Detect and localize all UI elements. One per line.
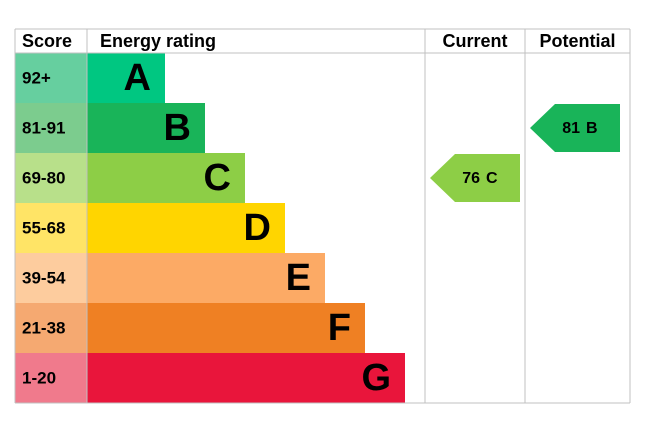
column-header: Potential	[539, 31, 615, 51]
rating-letter: F	[328, 307, 351, 349]
score-label: 1-20	[22, 368, 56, 387]
potential-arrow	[530, 104, 620, 152]
rating-bar	[87, 303, 365, 353]
current-score: 76	[462, 170, 480, 187]
rating-bar	[87, 353, 405, 403]
column-header: Energy rating	[100, 31, 216, 51]
potential-band: B	[586, 120, 598, 137]
score-cell	[15, 303, 87, 353]
current-band: C	[486, 170, 498, 187]
potential-score: 81	[562, 120, 580, 137]
score-label: 81-91	[22, 118, 65, 137]
rating-letter: E	[286, 257, 311, 299]
rating-letter: A	[124, 57, 151, 99]
score-cell	[15, 353, 87, 403]
rating-letter: C	[204, 157, 231, 199]
rating-bar	[87, 153, 245, 203]
rating-bar	[87, 103, 205, 153]
score-label: 21-38	[22, 318, 65, 337]
column-header: Score	[22, 31, 72, 51]
column-header: Current	[442, 31, 507, 51]
score-label: 92+	[22, 68, 51, 87]
score-label: 69-80	[22, 168, 65, 187]
rating-bar	[87, 53, 165, 103]
score-cell	[15, 203, 87, 253]
rating-letter: D	[244, 207, 271, 249]
score-cell	[15, 103, 87, 153]
rating-letter: B	[164, 107, 191, 149]
rating-letter: G	[361, 357, 391, 399]
rating-bar	[87, 203, 285, 253]
score-cell	[15, 253, 87, 303]
rating-bar	[87, 253, 325, 303]
score-label: 39-54	[22, 268, 66, 287]
score-label: 55-68	[22, 218, 65, 237]
score-cell	[15, 153, 87, 203]
score-cell	[15, 53, 87, 103]
current-arrow	[430, 154, 520, 202]
